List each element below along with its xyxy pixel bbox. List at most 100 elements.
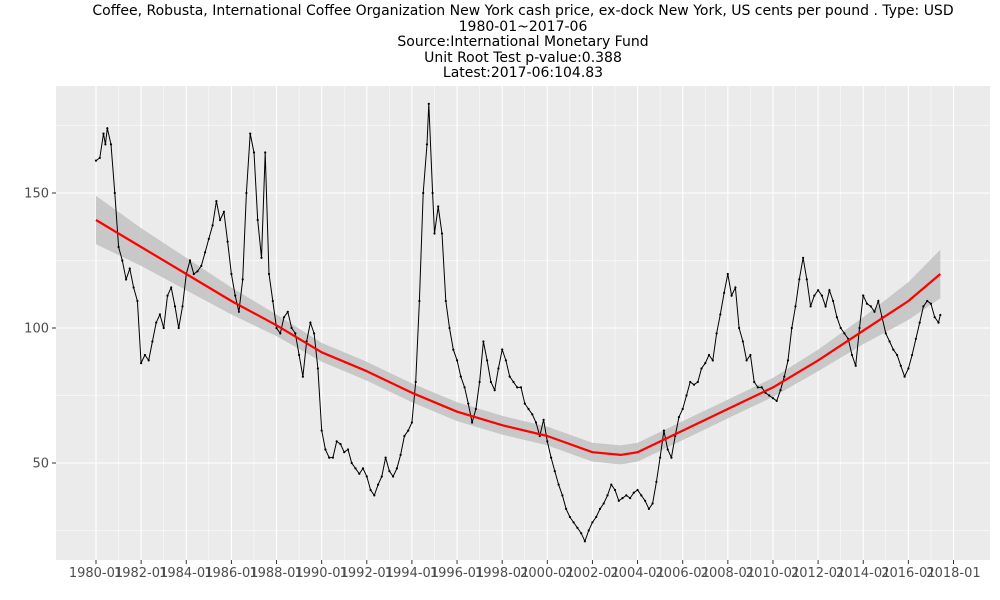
- series-point: [339, 443, 342, 446]
- series-point: [290, 326, 293, 330]
- series-point: [136, 299, 139, 303]
- series-point: [636, 488, 639, 492]
- series-point: [226, 240, 229, 243]
- x-axis: 1980-011982-011984-011986-011988-011990-…: [69, 560, 981, 581]
- series-point: [504, 359, 507, 362]
- x-tick-label: 1980-01: [69, 566, 123, 581]
- series-point: [572, 521, 575, 524]
- series-point: [877, 299, 880, 303]
- series-point: [459, 375, 462, 378]
- series-point: [625, 494, 628, 497]
- x-tick-label: 1990-01: [294, 566, 348, 581]
- series-point: [583, 540, 587, 543]
- trend-band-area: [96, 195, 941, 465]
- series-point: [565, 507, 568, 510]
- series-point: [474, 407, 477, 411]
- series-point: [606, 494, 609, 497]
- series-line: [95, 103, 941, 543]
- x-tick-label: 1982-01: [114, 566, 168, 581]
- series-point: [264, 151, 267, 154]
- series-point: [707, 353, 711, 357]
- series-point: [711, 359, 714, 362]
- series-point: [546, 440, 549, 443]
- series-point: [907, 367, 910, 370]
- series-point: [113, 191, 116, 195]
- series-point: [865, 302, 869, 305]
- series-point: [786, 359, 790, 362]
- series-point: [828, 289, 831, 292]
- series-point: [219, 218, 222, 222]
- series-point: [501, 348, 504, 351]
- series-point: [151, 340, 154, 343]
- series-point: [760, 386, 763, 389]
- series-point: [576, 526, 579, 529]
- series-point: [448, 326, 451, 330]
- series-point: [602, 502, 605, 505]
- x-tick-label: 1996-01: [430, 566, 484, 581]
- series-point: [794, 305, 797, 308]
- series-point: [275, 326, 278, 330]
- series-point: [817, 289, 820, 292]
- series-point: [106, 127, 109, 130]
- series-point: [350, 461, 353, 465]
- series-point: [790, 326, 793, 330]
- series-point: [181, 305, 184, 308]
- series-point: [903, 375, 906, 378]
- series-point: [527, 407, 530, 411]
- series-point: [147, 359, 150, 362]
- x-tick-label: 2018-01: [926, 566, 980, 581]
- series-point: [809, 305, 812, 308]
- series-point: [651, 502, 654, 505]
- series-point: [629, 497, 632, 500]
- series-point: [926, 299, 929, 303]
- series-point: [324, 448, 327, 451]
- x-tick-label: 2014-01: [836, 566, 890, 581]
- series-point: [655, 480, 658, 483]
- x-tick-label: 1992-01: [340, 566, 394, 581]
- chart-title-block: Coffee, Robusta, International Coffee Or…: [56, 3, 990, 82]
- trend-line: [95, 219, 942, 456]
- series-point: [121, 259, 124, 262]
- series-point: [440, 232, 444, 235]
- series-point: [523, 402, 526, 405]
- series-point: [230, 272, 233, 276]
- series-point: [125, 278, 128, 281]
- series-point: [534, 421, 538, 424]
- series-point: [911, 353, 914, 357]
- series-point: [471, 421, 474, 424]
- series-point: [595, 515, 598, 519]
- series-point: [384, 456, 387, 459]
- series-point: [662, 429, 666, 432]
- series-point: [271, 299, 274, 303]
- series-point: [598, 507, 602, 510]
- series-point: [835, 316, 839, 319]
- series-point: [493, 389, 496, 392]
- series-point: [647, 507, 651, 510]
- series-point: [839, 326, 842, 330]
- series-point: [241, 278, 244, 281]
- series-point: [824, 305, 827, 308]
- series-point: [467, 402, 470, 405]
- series-point: [685, 394, 688, 397]
- price-series: [94, 102, 942, 543]
- series-point: [369, 488, 372, 492]
- series-point: [102, 132, 105, 135]
- series-point: [410, 421, 413, 424]
- series-point: [741, 340, 745, 343]
- series-point: [192, 272, 195, 276]
- series-point: [753, 380, 756, 384]
- series-point: [519, 386, 523, 389]
- series-point: [696, 380, 699, 384]
- series-point: [508, 375, 511, 378]
- series-point: [196, 270, 199, 273]
- series-point: [98, 156, 101, 159]
- series-point: [328, 456, 331, 459]
- x-tick-label: 2008-01: [701, 566, 755, 581]
- series-point: [862, 294, 865, 297]
- x-tick-label: 2010-01: [746, 566, 800, 581]
- series-point: [361, 467, 365, 470]
- series-point: [854, 364, 857, 367]
- x-tick-label: 2016-01: [881, 566, 935, 581]
- series-point: [666, 448, 669, 451]
- series-point: [143, 353, 146, 357]
